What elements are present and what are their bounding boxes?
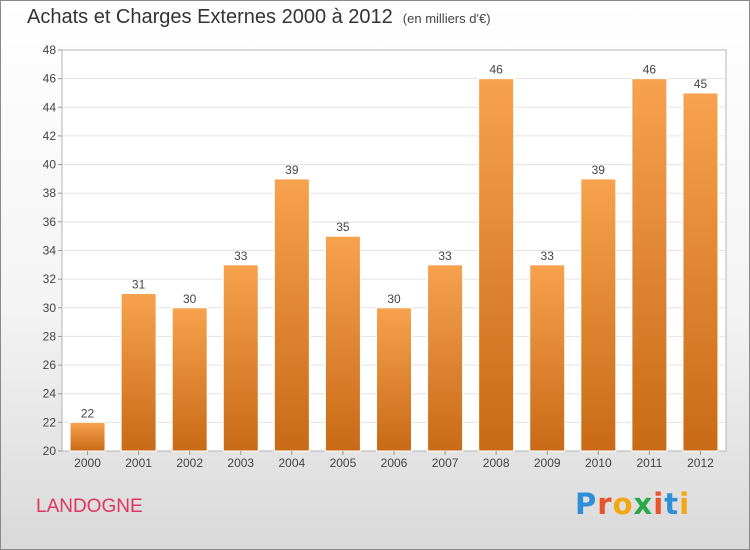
chart-title-text: Achats et Charges Externes 2000 à 2012 xyxy=(27,6,393,28)
x-tick-label: 2005 xyxy=(330,456,357,470)
bar-value-label: 46 xyxy=(643,63,657,77)
x-tick-label: 2010 xyxy=(585,456,612,470)
bar xyxy=(69,421,106,452)
x-tick-label: 2007 xyxy=(432,456,459,470)
y-tick-label: 40 xyxy=(43,158,57,172)
bar-value-label: 33 xyxy=(438,249,452,263)
y-tick-label: 24 xyxy=(43,387,57,401)
bar xyxy=(376,307,412,452)
y-tick-label: 26 xyxy=(43,358,57,372)
y-tick-label: 20 xyxy=(43,444,57,458)
y-tick-label: 34 xyxy=(43,244,57,258)
chart-title: Achats et Charges Externes 2000 à 2012 (e… xyxy=(27,6,491,29)
x-tick-label: 2000 xyxy=(74,456,101,470)
y-tick-label: 44 xyxy=(43,100,57,114)
y-tick-label: 42 xyxy=(43,129,57,143)
x-tick-label: 2011 xyxy=(636,456,662,470)
y-tick-label: 28 xyxy=(43,329,57,343)
logo-letter: r xyxy=(597,487,613,521)
x-tick-label: 2002 xyxy=(176,456,203,470)
y-tick-label: 48 xyxy=(43,43,57,57)
x-tick-label: 2008 xyxy=(483,456,510,470)
y-tick-label: 30 xyxy=(43,301,57,315)
x-tick-label: 2012 xyxy=(687,456,714,470)
bar-value-label: 30 xyxy=(387,292,401,306)
bar-value-label: 39 xyxy=(592,163,606,177)
bar-value-label: 33 xyxy=(541,249,555,263)
x-tick-label: 2003 xyxy=(227,456,254,470)
proxiti-logo: Proxiti xyxy=(575,487,690,521)
x-axis: 2000 2001 2002 2003 2004 2005 2006 2007 2008 2009… xyxy=(74,451,714,470)
bar xyxy=(529,264,566,452)
bar-value-label: 33 xyxy=(234,249,248,263)
y-tick-label: 22 xyxy=(43,415,57,429)
bar xyxy=(120,292,157,452)
bar xyxy=(580,178,617,452)
y-tick-label: 38 xyxy=(43,186,57,200)
bar xyxy=(682,92,719,452)
logo-letter: o xyxy=(612,487,634,521)
y-axis: 20 22 24 26 28 30 32 34 36 38 40 42 44 46 48 xyxy=(43,43,62,458)
bar-value-label: 31 xyxy=(132,277,146,291)
x-tick-label: 2006 xyxy=(381,456,408,470)
logo-letter: i xyxy=(679,487,691,521)
logo-letter: P xyxy=(575,487,598,521)
bar xyxy=(273,178,310,452)
bar-value-label: 30 xyxy=(183,292,197,306)
bar xyxy=(324,235,361,452)
x-tick-label: 2004 xyxy=(278,456,305,470)
x-tick-label: 2001 xyxy=(125,456,152,470)
bars: 22 31 30 33 39 35 30 33 46 33 39 46 45 xyxy=(69,63,719,452)
bar xyxy=(631,78,668,452)
bar xyxy=(222,264,259,452)
x-tick-label: 2009 xyxy=(534,456,561,470)
commune-name: LANDOGNE xyxy=(36,496,143,517)
bar-value-label: 39 xyxy=(285,163,299,177)
logo-letter: t xyxy=(664,487,680,521)
chart-unit-note: (en milliers d'€) xyxy=(402,11,491,26)
y-tick-label: 36 xyxy=(43,215,57,229)
bar xyxy=(427,264,464,452)
bar-value-label: 45 xyxy=(694,77,708,91)
logo-letter: x xyxy=(633,487,654,521)
y-tick-label: 32 xyxy=(43,272,57,286)
bar xyxy=(171,307,208,452)
bar-value-label: 35 xyxy=(336,220,350,234)
bar xyxy=(478,78,515,452)
logo-letter: i xyxy=(653,487,665,521)
bar-value-label: 22 xyxy=(81,406,95,420)
bar-value-label: 46 xyxy=(489,63,503,77)
y-tick-label: 46 xyxy=(43,72,57,86)
